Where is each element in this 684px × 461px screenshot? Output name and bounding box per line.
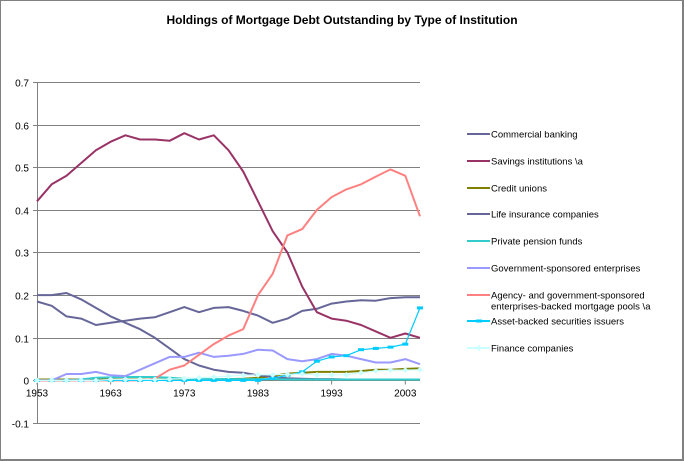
series-marker-7 (328, 355, 335, 359)
x-tick-label: 1953 (26, 389, 49, 400)
legend-label: Private pension funds (491, 237, 583, 248)
series-marker-7 (358, 348, 365, 352)
y-tick-label: 0 (23, 377, 29, 388)
series-marker-7 (387, 345, 394, 349)
series-line-5 (37, 348, 421, 382)
series-marker-8 (269, 371, 276, 378)
series-marker-7 (417, 306, 423, 310)
series-marker-8 (402, 367, 409, 374)
series-marker-8 (181, 375, 188, 382)
legend-label: Credit unions (491, 184, 547, 195)
series-marker-7 (240, 378, 247, 382)
series-marker-8 (151, 376, 158, 383)
series-marker-8 (358, 369, 365, 376)
x-tick-label: 1973 (173, 389, 196, 400)
y-tick-label: 0.4 (15, 207, 29, 218)
series-marker-8 (417, 366, 423, 373)
y-tick-label: 0.7 (15, 79, 29, 90)
legend-label: enterprises-backed mortgage pools \a (491, 302, 651, 313)
series-line-0 (36, 296, 420, 326)
series-line-1 (36, 132, 421, 339)
series-marker-8 (48, 377, 55, 384)
x-tick-label: 1993 (320, 389, 343, 400)
series-marker-7 (372, 346, 379, 350)
series-marker-8 (34, 377, 40, 384)
series-marker-8 (92, 377, 99, 384)
legend-label: Life insurance companies (491, 210, 599, 221)
series-marker-8 (225, 373, 232, 380)
legend-label: Asset-backed securities issuers (491, 317, 624, 328)
series-marker-8 (299, 370, 306, 377)
series-line-7 (37, 307, 421, 381)
series-marker-8 (387, 367, 394, 374)
series-lines (34, 132, 423, 384)
x-tick-label: 2003 (394, 389, 417, 400)
x-tick-label: 1963 (100, 389, 123, 400)
series-marker-8 (372, 367, 379, 374)
chart-title: Holdings of Mortgage Debt Outstanding by… (166, 13, 518, 27)
series-marker-8 (210, 373, 217, 380)
series-marker-7 (254, 378, 261, 382)
x-tick-label: 1983 (247, 389, 270, 400)
axes: 0.7 0.6 0.5 0.4 0.3 0.2 0.1 0 -0.1 1953 1963 1973 19… (12, 79, 417, 431)
series-marker-8 (63, 377, 70, 384)
series-marker-7 (313, 359, 320, 363)
y-tick-label: 0.2 (15, 292, 29, 303)
legend-label: Government-sponsored enterprises (491, 264, 641, 275)
legend-label: Commercial banking (491, 130, 578, 141)
series-marker-8 (254, 371, 261, 378)
legend-label: Savings institutions \a (491, 157, 584, 168)
legend-marker-7 (476, 319, 482, 323)
legend-marker-8 (476, 345, 482, 351)
series-marker-8 (137, 376, 144, 383)
series-marker-8 (240, 372, 247, 379)
series-marker-8 (343, 371, 350, 378)
series-marker-8 (284, 371, 291, 378)
legend: Commercial banking Savings institutions \… (467, 130, 651, 355)
series-marker-7 (269, 376, 276, 380)
series-marker-7 (210, 378, 217, 382)
series-marker-7 (402, 342, 409, 346)
series-marker-8 (78, 377, 85, 384)
series-marker-7 (225, 378, 232, 382)
y-tick-label: -0.1 (12, 420, 30, 431)
series-marker-8 (313, 371, 320, 378)
y-tick-label: 0.3 (15, 249, 29, 260)
y-tick-label: 0.1 (15, 335, 29, 346)
legend-label: Agency- and government-sponsored (491, 291, 645, 302)
series-marker-8 (122, 376, 129, 383)
y-tick-label: 0.6 (15, 122, 29, 133)
series-marker-8 (196, 374, 203, 381)
series-marker-8 (107, 376, 114, 383)
y-tick-label: 0.5 (15, 164, 29, 175)
series-marker-8 (166, 376, 173, 383)
series-marker-7 (343, 354, 350, 358)
legend-label: Finance companies (491, 344, 574, 355)
series-marker-8 (328, 371, 335, 378)
